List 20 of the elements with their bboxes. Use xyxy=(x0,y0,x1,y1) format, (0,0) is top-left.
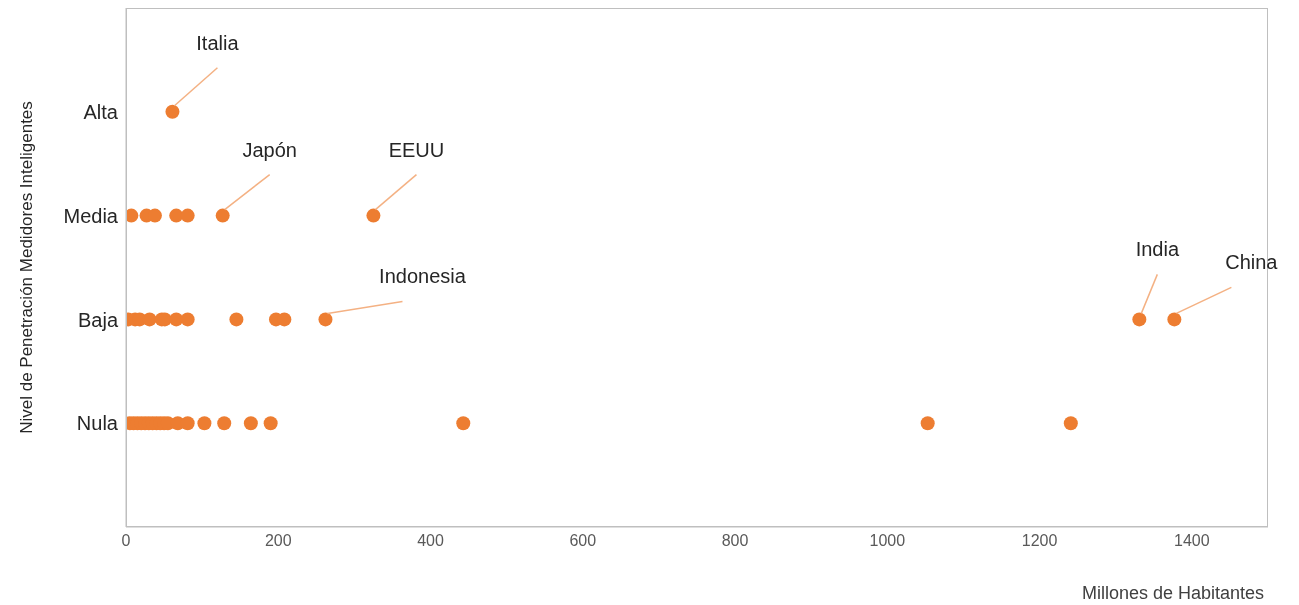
annotation: Indonesia xyxy=(379,265,467,288)
x-tick-label: 200 xyxy=(264,532,292,550)
x-tick-label: 1000 xyxy=(869,532,906,550)
annotation: Italia xyxy=(196,31,240,54)
annotation: Japón xyxy=(242,138,297,161)
x-tick-label: 1200 xyxy=(1021,532,1058,550)
x-tick-label: 400 xyxy=(417,532,444,550)
x-tick-label: 800 xyxy=(721,532,749,550)
x-tick-label: 1400 xyxy=(1174,532,1210,550)
y-axis-title: Nivel de Penetración Medidores Inteligentes xyxy=(17,101,37,434)
x-tick-label: 600 xyxy=(569,532,597,550)
x-axis-title: Millones de Habitantes xyxy=(1081,583,1264,603)
y-tick-label: Nula xyxy=(76,412,119,435)
annotation: India xyxy=(1135,238,1180,261)
annotation: EEUU xyxy=(388,138,445,161)
annotation: China xyxy=(1225,251,1279,274)
x-tick-label: 0 xyxy=(121,532,131,550)
y-tick-label: Baja xyxy=(77,308,119,331)
y-tick-label: Media xyxy=(63,204,119,227)
y-tick-label: Alta xyxy=(83,100,119,123)
